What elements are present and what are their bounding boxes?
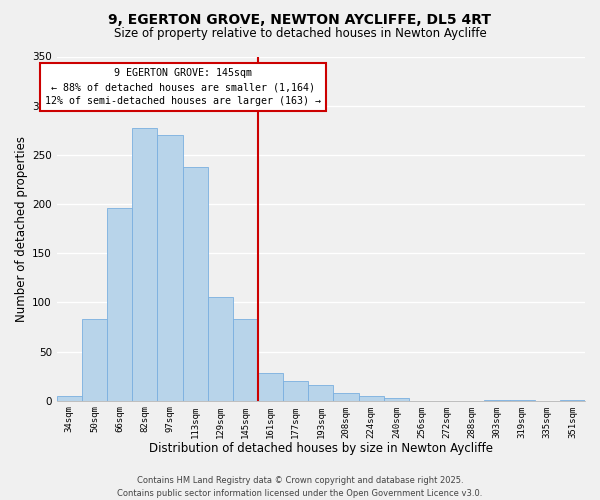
Bar	[208, 298, 233, 401]
Bar	[107, 208, 132, 400]
X-axis label: Distribution of detached houses by size in Newton Aycliffe: Distribution of detached houses by size …	[149, 442, 493, 455]
Text: 9, EGERTON GROVE, NEWTON AYCLIFFE, DL5 4RT: 9, EGERTON GROVE, NEWTON AYCLIFFE, DL5 4…	[109, 12, 491, 26]
Bar	[182, 166, 208, 400]
Bar	[157, 135, 182, 400]
Bar	[359, 396, 384, 400]
Bar	[82, 319, 107, 400]
Bar	[233, 319, 258, 400]
Y-axis label: Number of detached properties: Number of detached properties	[15, 136, 28, 322]
Bar	[384, 398, 409, 400]
Bar	[283, 381, 308, 400]
Bar	[308, 385, 334, 400]
Text: 9 EGERTON GROVE: 145sqm
← 88% of detached houses are smaller (1,164)
12% of semi: 9 EGERTON GROVE: 145sqm ← 88% of detache…	[44, 68, 320, 106]
Bar	[258, 373, 283, 400]
Bar	[132, 128, 157, 400]
Text: Size of property relative to detached houses in Newton Aycliffe: Size of property relative to detached ho…	[113, 28, 487, 40]
Bar	[334, 393, 359, 400]
Bar	[57, 396, 82, 400]
Text: Contains HM Land Registry data © Crown copyright and database right 2025.
Contai: Contains HM Land Registry data © Crown c…	[118, 476, 482, 498]
